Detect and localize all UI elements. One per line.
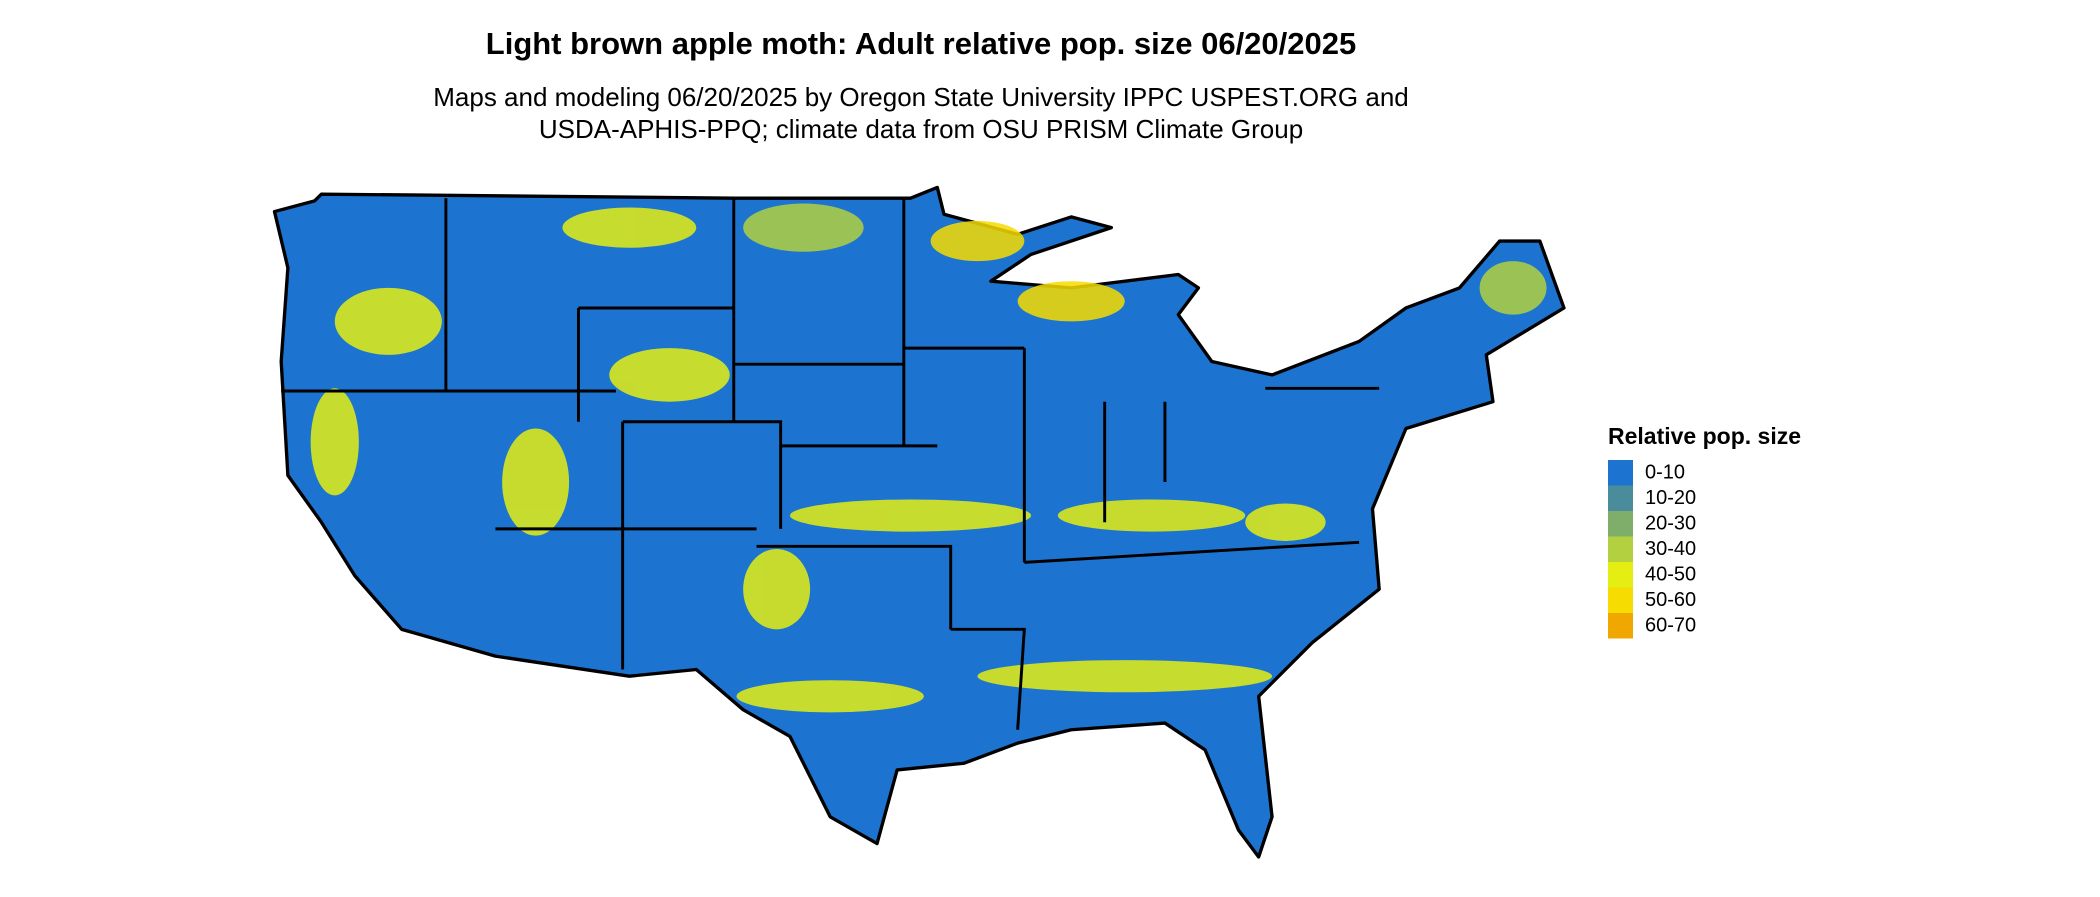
legend-swatch	[1608, 536, 1633, 562]
map-title: Light brown apple moth: Adult relative p…	[486, 26, 1356, 61]
state-borders	[281, 198, 1380, 730]
legend-swatch	[1608, 460, 1633, 486]
legend-label: 60-70	[1645, 614, 1696, 636]
legend-swatch	[1608, 562, 1633, 588]
legend-label: 0-10	[1645, 461, 1685, 483]
legend: 0-10 10-20 20-30 30-40 40-50 50-60 60-70	[1608, 460, 1696, 639]
legend-swatch	[1608, 511, 1633, 537]
legend-label: 40-50	[1645, 563, 1696, 585]
legend-label: 30-40	[1645, 538, 1696, 560]
map-subtitle: USDA-APHIS-PPQ; climate data from OSU PR…	[539, 114, 1303, 144]
legend-swatch	[1608, 613, 1633, 639]
legend-title: Relative pop. size	[1608, 423, 1801, 449]
legend-swatch	[1608, 587, 1633, 613]
legend-label: 10-20	[1645, 487, 1696, 509]
map-subtitle: Maps and modeling 06/20/2025 by Oregon S…	[433, 82, 1409, 112]
us-map	[272, 185, 1566, 859]
legend-label: 50-60	[1645, 589, 1696, 611]
legend-swatch	[1608, 485, 1633, 511]
legend-label: 20-30	[1645, 512, 1696, 534]
